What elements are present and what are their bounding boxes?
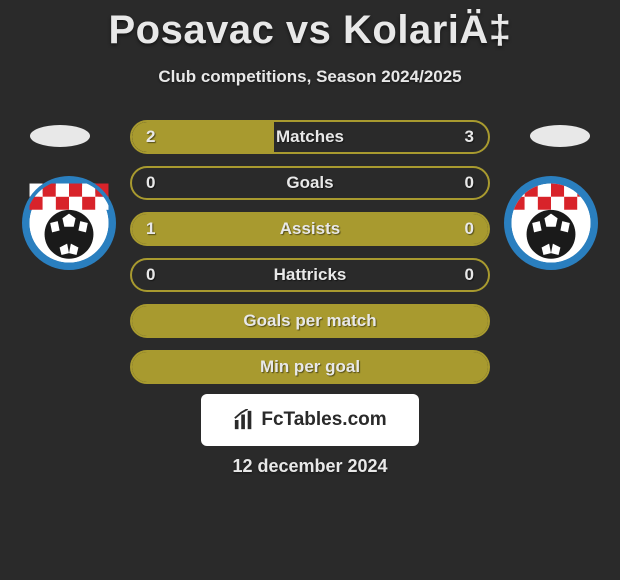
branding-badge: FcTables.com: [201, 394, 419, 446]
club-badge-left: [22, 176, 116, 270]
chart-icon: [233, 409, 255, 431]
avatar-left-placeholder: [30, 125, 90, 147]
subtitle: Club competitions, Season 2024/2025: [0, 67, 620, 87]
club-badge-icon: [22, 176, 116, 270]
stat-fill: [132, 352, 488, 382]
stat-bar: Hattricks0 0: [130, 258, 490, 292]
stat-bar: Goals per match: [130, 304, 490, 338]
stat-bar: Matches23: [130, 120, 490, 154]
stat-value-right: 0: [465, 173, 474, 193]
stat-value-right: 3: [465, 127, 474, 147]
stat-value-left: 1: [146, 219, 155, 239]
branding-text: FcTables.com: [261, 409, 386, 431]
date-text: 12 december 2024: [0, 456, 620, 477]
stats-area: Matches23Goals00Assists10Hattricks00Goal…: [130, 120, 490, 396]
club-badge-icon: [504, 176, 598, 270]
page-title: Posavac vs KolariÄ‡: [0, 0, 620, 53]
stat-value-left: 0: [146, 173, 155, 193]
stat-value-left: 2: [146, 127, 155, 147]
stat-value-right: 0: [465, 219, 474, 239]
stat-fill: [132, 214, 488, 244]
stat-bar: Goals0 0: [130, 166, 490, 200]
club-badge-right: [504, 176, 598, 270]
stat-label: Hattricks: [132, 265, 488, 285]
stat-bar: Min per goal: [130, 350, 490, 384]
stat-label: Goals: [132, 173, 488, 193]
stat-value-left: 0: [146, 265, 155, 285]
stat-value-right: 0: [465, 265, 474, 285]
avatar-right-placeholder: [530, 125, 590, 147]
stat-fill: [132, 306, 488, 336]
stat-bar: Assists10: [130, 212, 490, 246]
